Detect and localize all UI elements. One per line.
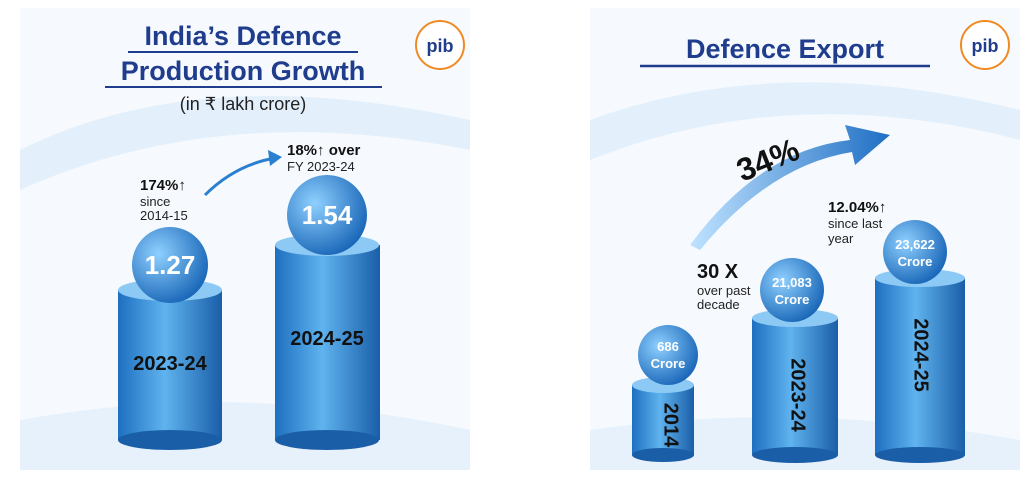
logo-text: pib	[427, 36, 454, 56]
value: 1.54	[302, 200, 353, 230]
bar-label: 2024-25	[290, 328, 363, 350]
note: 30 X	[697, 261, 739, 283]
unit: Crore	[775, 292, 810, 307]
note: decade	[697, 297, 740, 312]
cylinder-base	[118, 430, 222, 450]
title: Production Growth	[121, 56, 365, 86]
cylinder	[118, 290, 222, 440]
note: FY 2023-24	[287, 159, 355, 174]
bar-label: 2023-24	[787, 358, 809, 432]
logo	[960, 20, 1010, 70]
note: over past	[697, 283, 751, 298]
swoosh	[20, 96, 470, 190]
value: 686	[657, 339, 679, 354]
sphere	[287, 175, 367, 255]
note: year	[828, 231, 854, 246]
sphere	[883, 220, 947, 284]
cylinder-base	[275, 430, 379, 450]
panel-left: India’s Defence Production Growth (in ₹ …	[20, 8, 470, 470]
note: 2014-15	[140, 208, 188, 223]
cylinder-base	[875, 447, 965, 463]
value: 23,622	[895, 237, 935, 252]
sphere	[760, 258, 824, 322]
bar-label: 2024-25	[910, 318, 932, 391]
cylinder	[875, 278, 965, 455]
note: 12.04%↑	[828, 199, 886, 216]
cylinder-base	[632, 448, 694, 462]
arrow	[203, 156, 276, 197]
cylinder	[632, 385, 694, 455]
swoosh	[590, 82, 1020, 160]
bar-label: 2014	[660, 403, 682, 448]
cylinder-base	[752, 447, 838, 463]
sphere	[638, 325, 698, 385]
cylinder	[752, 318, 838, 455]
unit: Crore	[898, 254, 933, 269]
note: 174%↑	[140, 177, 186, 194]
title: Defence Export	[686, 34, 884, 64]
cylinder	[275, 245, 380, 440]
logo	[415, 20, 465, 70]
bar-label: 2023-24	[133, 353, 207, 375]
panel-right: Defence Export pib 34% 12.04%↑ since las…	[590, 8, 1020, 470]
unit: Crore	[651, 356, 686, 371]
logo-text: pib	[972, 36, 999, 56]
note: since	[140, 194, 170, 209]
panel-bg	[20, 8, 470, 470]
title: India’s Defence	[144, 21, 341, 51]
note: 18%↑ over	[287, 142, 361, 159]
value: 1.27	[145, 250, 196, 280]
subtitle: (in ₹ lakh crore)	[180, 94, 306, 114]
sphere	[132, 227, 208, 303]
value: 21,083	[772, 275, 812, 290]
note: since last	[828, 216, 883, 231]
arrow-head	[268, 150, 282, 166]
growth-arrow	[690, 125, 890, 250]
